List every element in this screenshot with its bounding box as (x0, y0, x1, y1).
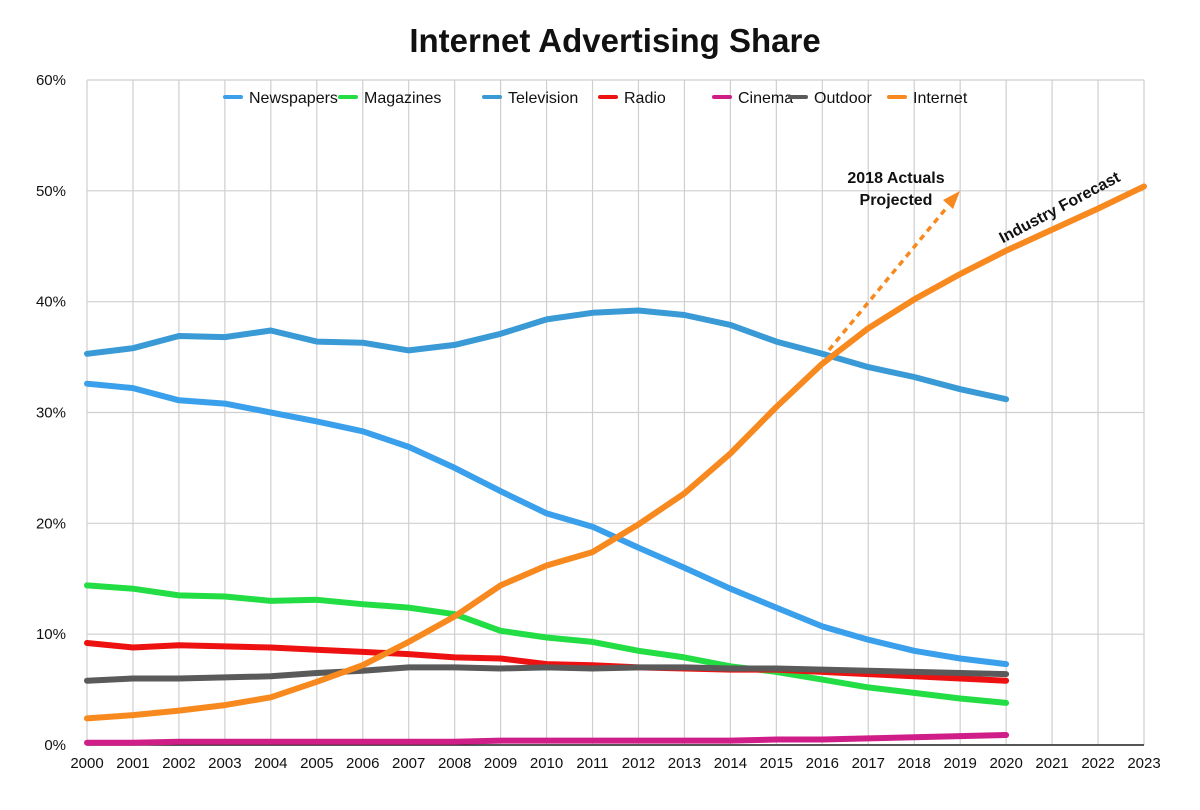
legend-label-radio: Radio (624, 90, 666, 107)
series-line-radio (84, 640, 1010, 684)
projection-arrow-line (827, 204, 950, 352)
legend-label-television: Television (508, 90, 578, 107)
x-tick-label: 2007 (392, 755, 425, 772)
legend-label-cinema: Cinema (738, 90, 793, 107)
y-tick-label: 10% (36, 626, 66, 643)
legend-label-outdoor: Outdoor (814, 90, 872, 107)
legend: Newspapers Magazines Television Radio Cinema… (223, 90, 968, 107)
legend-label-magazines: Magazines (364, 90, 441, 107)
legend-label-internet: Internet (913, 90, 968, 107)
y-tick-label: 40% (36, 294, 66, 311)
x-tick-label: 2021 (1035, 755, 1068, 772)
x-tick-label: 2020 (989, 755, 1022, 772)
y-tick-label: 30% (36, 405, 66, 422)
x-tick-label: 2019 (943, 755, 976, 772)
y-tick-label: 0% (44, 737, 66, 754)
series-line-newspapers (84, 380, 1010, 668)
x-tick-label: 2011 (576, 755, 608, 772)
x-tick-label: 2008 (438, 755, 471, 772)
y-tick-label: 50% (36, 183, 66, 200)
projection-label-line1: 2018 Actuals (847, 170, 944, 187)
x-tick-label: 2010 (530, 755, 563, 772)
projection-arrow-head (943, 191, 960, 209)
chart-title: Internet Advertising Share (409, 22, 820, 59)
y-axis-ticks: 0% 10% 20% 30% 40% 50% 60% (36, 72, 66, 754)
x-tick-label: 2017 (852, 755, 885, 772)
x-tick-label: 2015 (760, 755, 793, 772)
x-tick-label: 2006 (346, 755, 379, 772)
x-tick-label: 2022 (1081, 755, 1114, 772)
series-line-internet (84, 183, 1147, 722)
x-tick-label: 2004 (254, 755, 287, 772)
x-axis-ticks: 2000 2001 2002 2003 2004 2005 2006 2007 2008 2009… (70, 755, 1160, 772)
x-tick-label: 2009 (484, 755, 517, 772)
x-tick-label: 2005 (300, 755, 333, 772)
y-tick-label: 20% (36, 515, 66, 532)
series-lines (84, 183, 1147, 746)
x-tick-label: 2012 (622, 755, 655, 772)
series-line-magazines (84, 582, 1010, 706)
x-tick-label: 2023 (1127, 755, 1160, 772)
x-tick-label: 2016 (806, 755, 839, 772)
legend-label-newspapers: Newspapers (249, 90, 338, 107)
x-tick-label: 2013 (668, 755, 701, 772)
x-tick-label: 2003 (208, 755, 241, 772)
x-tick-label: 2001 (116, 755, 149, 772)
x-tick-label: 2000 (70, 755, 103, 772)
series-line-television (84, 307, 1010, 403)
grid-lines (86, 79, 1145, 746)
y-tick-label: 60% (36, 72, 66, 89)
x-tick-label: 2014 (714, 755, 747, 772)
projection-label-line2: Projected (860, 192, 933, 209)
x-tick-label: 2002 (162, 755, 195, 772)
series-line-cinema (84, 732, 1010, 746)
x-tick-label: 2018 (898, 755, 931, 772)
series-line-outdoor (84, 664, 1010, 684)
